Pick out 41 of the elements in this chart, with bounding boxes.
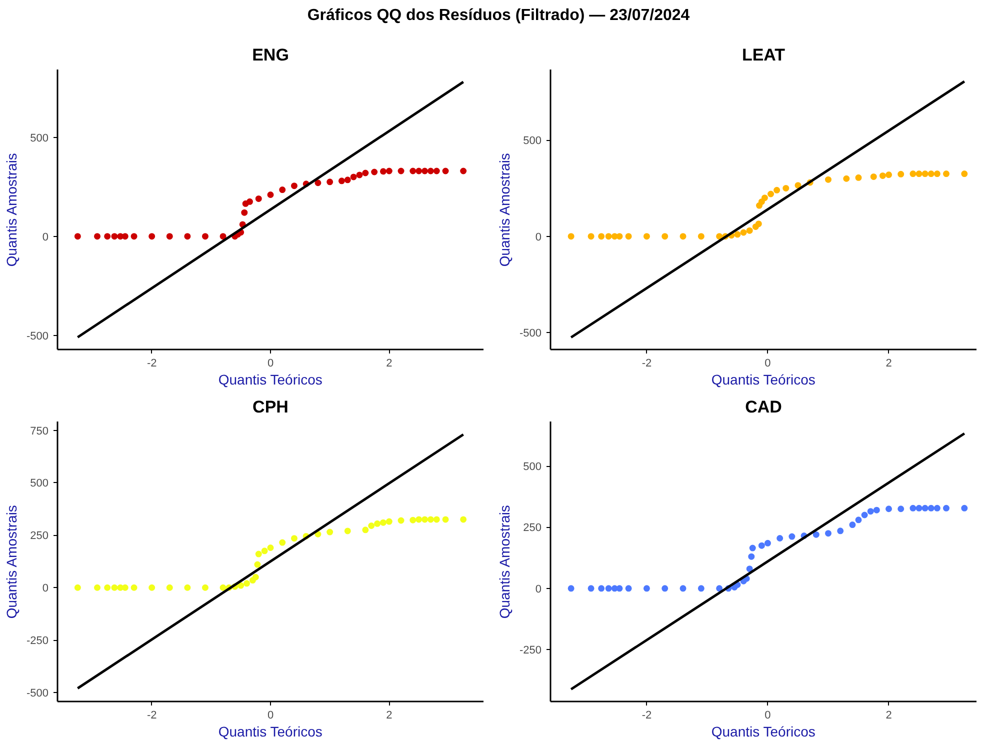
- x-axis-title: Quantis Teóricos: [218, 372, 322, 388]
- y-tick-label: 0: [535, 583, 542, 596]
- y-tick-label: 750: [30, 425, 49, 438]
- y-tick-label: 0: [535, 231, 542, 244]
- chart-title: LEAT: [742, 46, 786, 64]
- y-axis-title: Quantis Amostrais: [3, 153, 20, 267]
- x-tick-label: 0: [764, 358, 771, 370]
- y-tick-label: 500: [30, 478, 49, 490]
- x-tick-label: 2: [386, 358, 392, 370]
- x-axis-title: Quantis Teóricos: [218, 724, 322, 740]
- y-tick-label: -250: [519, 644, 542, 657]
- x-tick-label: 2: [886, 358, 892, 370]
- x-axis-title: Quantis Teóricos: [711, 724, 816, 740]
- y-tick-label: -500: [519, 328, 542, 340]
- x-tick-label: -2: [146, 710, 157, 722]
- x-tick-label: -2: [642, 358, 652, 370]
- y-axis-title: Quantis Amostrais: [496, 505, 512, 619]
- x-tick-label: 2: [386, 710, 392, 722]
- x-tick-label: -2: [642, 710, 652, 722]
- y-tick-label: 500: [523, 461, 542, 474]
- y-tick-label: 250: [523, 522, 542, 534]
- x-tick-label: 2: [886, 710, 892, 722]
- x-tick-label: -2: [146, 358, 157, 370]
- x-tick-label: 0: [267, 710, 274, 722]
- y-tick-label: 250: [30, 530, 49, 542]
- x-tick-label: 0: [764, 710, 771, 722]
- text: Gráficos QQ dos Resíduos (Filtrado) — 23/07/2024: [307, 6, 690, 26]
- chart-title: CAD: [745, 398, 782, 416]
- y-axis-title: Quantis Amostrais: [3, 505, 20, 619]
- y-tick-label: 500: [30, 132, 49, 144]
- y-tick-label: 0: [42, 582, 49, 595]
- chart-title: CPH: [252, 398, 288, 416]
- y-tick-label: -250: [26, 635, 49, 648]
- y-tick-label: 500: [523, 135, 542, 148]
- y-tick-label: 0: [42, 231, 49, 244]
- x-axis-title: Quantis Teóricos: [711, 372, 816, 388]
- x-tick-label: 0: [267, 358, 274, 370]
- y-tick-label: -500: [26, 330, 49, 342]
- chart-title: ENG: [252, 46, 289, 64]
- y-axis-title: Quantis Amostrais: [496, 153, 512, 267]
- y-tick-label: -500: [26, 687, 49, 700]
